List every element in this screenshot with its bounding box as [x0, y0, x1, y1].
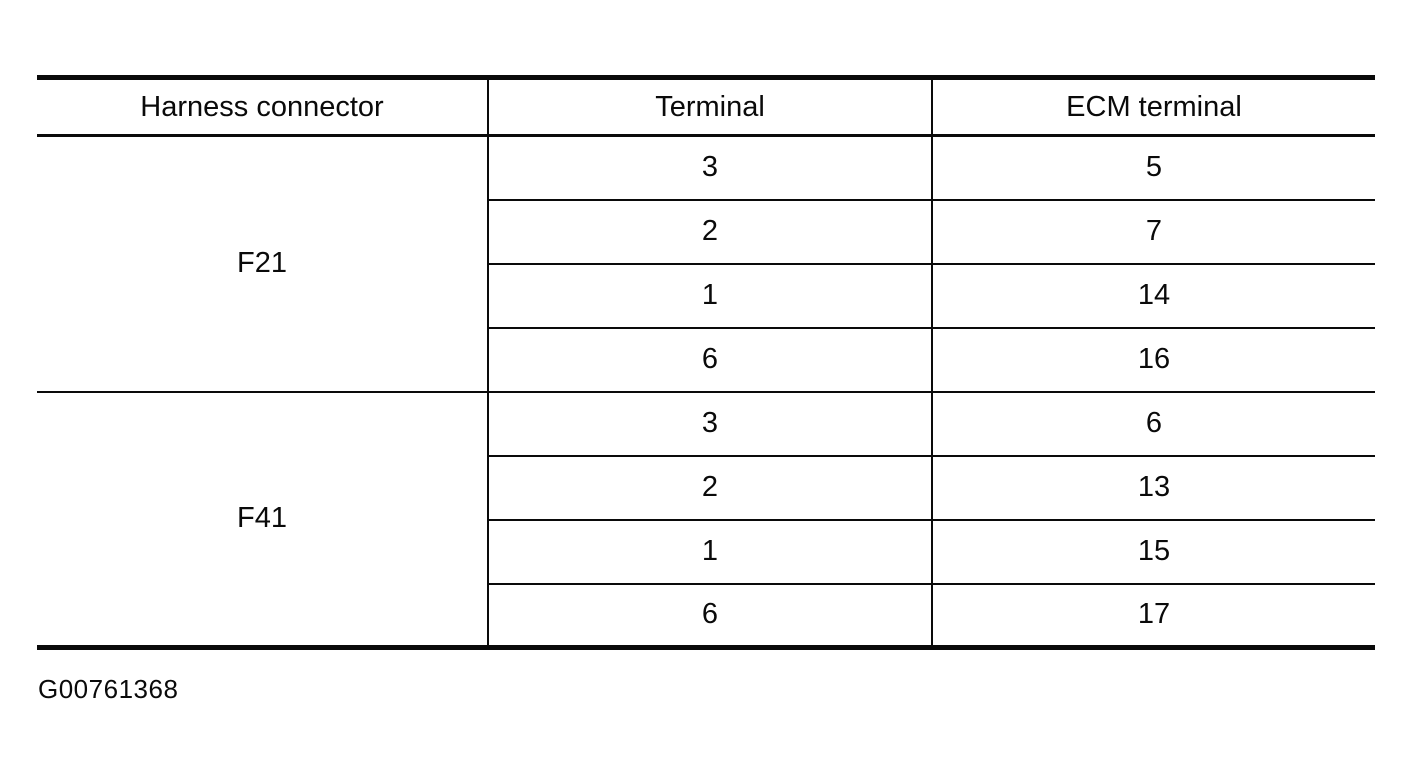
- figure-id-label: G00761368: [38, 674, 179, 704]
- table-row: 2 13: [37, 455, 1375, 521]
- ecm-terminal-cell: 14: [931, 263, 1375, 329]
- ecm-terminal-cell: 16: [931, 327, 1375, 393]
- terminal-cell: 1: [487, 263, 932, 329]
- table-row: F21 3 5: [37, 135, 1375, 393]
- terminal-cell: 2: [487, 199, 932, 265]
- header-harness-connector: Harness connector: [37, 77, 488, 137]
- table-row: F41 3 6: [37, 391, 1375, 648]
- terminal-cell: 3: [487, 391, 932, 457]
- terminal-cell: 2: [487, 455, 932, 521]
- table-row: 1 14: [37, 263, 1375, 329]
- table-body: F21 3 5 2 7 1 14 6 16 F41: [37, 135, 1375, 648]
- ecm-terminal-cell: 6: [931, 391, 1375, 457]
- table-row: 1 15: [37, 519, 1375, 585]
- terminal-mapping-table: Harness connector Terminal ECM terminal …: [37, 75, 1375, 650]
- terminal-cell: 6: [487, 327, 932, 393]
- ecm-terminal-cell: 15: [931, 519, 1375, 585]
- connector-cell-f41: F41: [37, 391, 488, 648]
- ecm-terminal-cell: 7: [931, 199, 1375, 265]
- ecm-terminal-cell: 5: [931, 135, 1375, 201]
- table-header: Harness connector Terminal ECM terminal: [37, 77, 1375, 137]
- terminal-mapping-table-wrap: Harness connector Terminal ECM terminal …: [37, 75, 1375, 650]
- terminal-cell: 1: [487, 519, 932, 585]
- connector-cell-f21: F21: [37, 135, 488, 393]
- table-row: 6 16: [37, 327, 1375, 393]
- header-terminal: Terminal: [487, 77, 932, 137]
- header-ecm-terminal: ECM terminal: [931, 77, 1375, 137]
- ecm-terminal-cell: 13: [931, 455, 1375, 521]
- table-row: 6 17: [37, 583, 1375, 648]
- ecm-terminal-cell: 17: [931, 583, 1375, 648]
- header-row: Harness connector Terminal ECM terminal: [37, 77, 1375, 137]
- terminal-cell: 6: [487, 583, 932, 648]
- terminal-cell: 3: [487, 135, 932, 201]
- table-row: 2 7: [37, 199, 1375, 265]
